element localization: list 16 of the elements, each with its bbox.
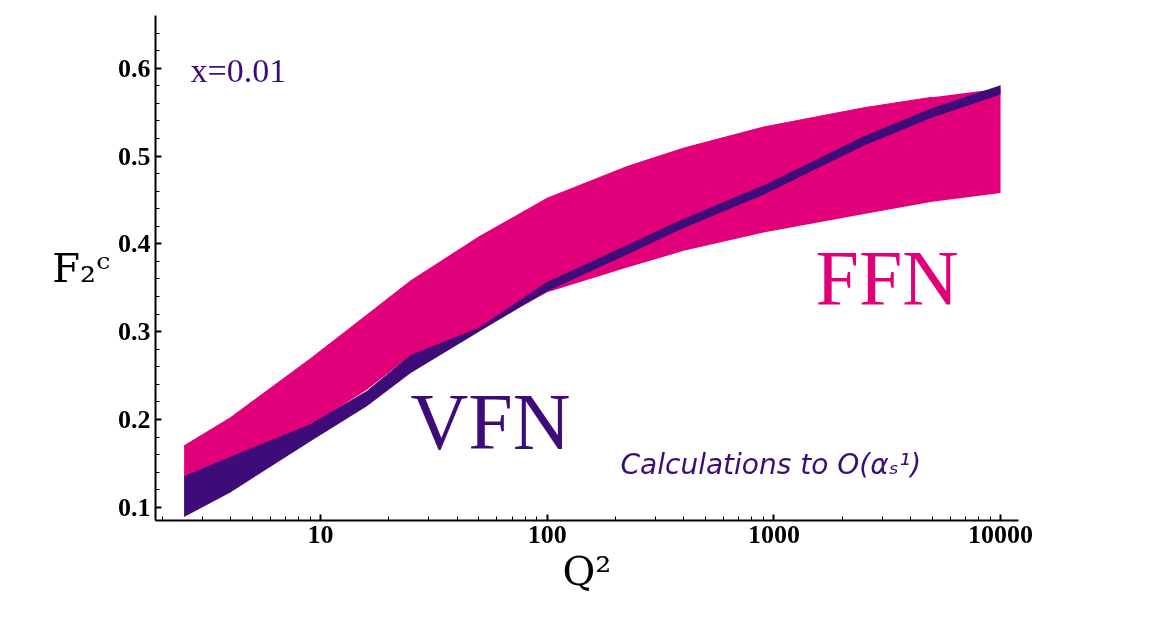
y-tick-label: 0.6: [118, 53, 151, 83]
annotation: x=0.01: [190, 51, 287, 89]
x-tick-label: 10000: [968, 519, 1034, 549]
y-tick-label: 0.5: [118, 141, 151, 171]
y-axis-title: F₂ᶜ: [52, 245, 110, 291]
y-tick-label: 0.3: [118, 317, 151, 347]
x-axis-title: Q²: [562, 547, 612, 594]
series-label: VFN: [410, 377, 571, 466]
annotation: Calculations to O(αₛ¹): [620, 447, 922, 481]
y-tick-label: 0.1: [118, 492, 151, 522]
y-tick-label: 0.4: [118, 229, 151, 259]
series-label: FFN: [815, 233, 959, 321]
x-tick-label: 1000: [747, 519, 800, 549]
y-tick-label: 0.2: [118, 405, 151, 434]
x-tick-label: 100: [527, 519, 567, 549]
x-tick-label: 10: [307, 519, 334, 549]
